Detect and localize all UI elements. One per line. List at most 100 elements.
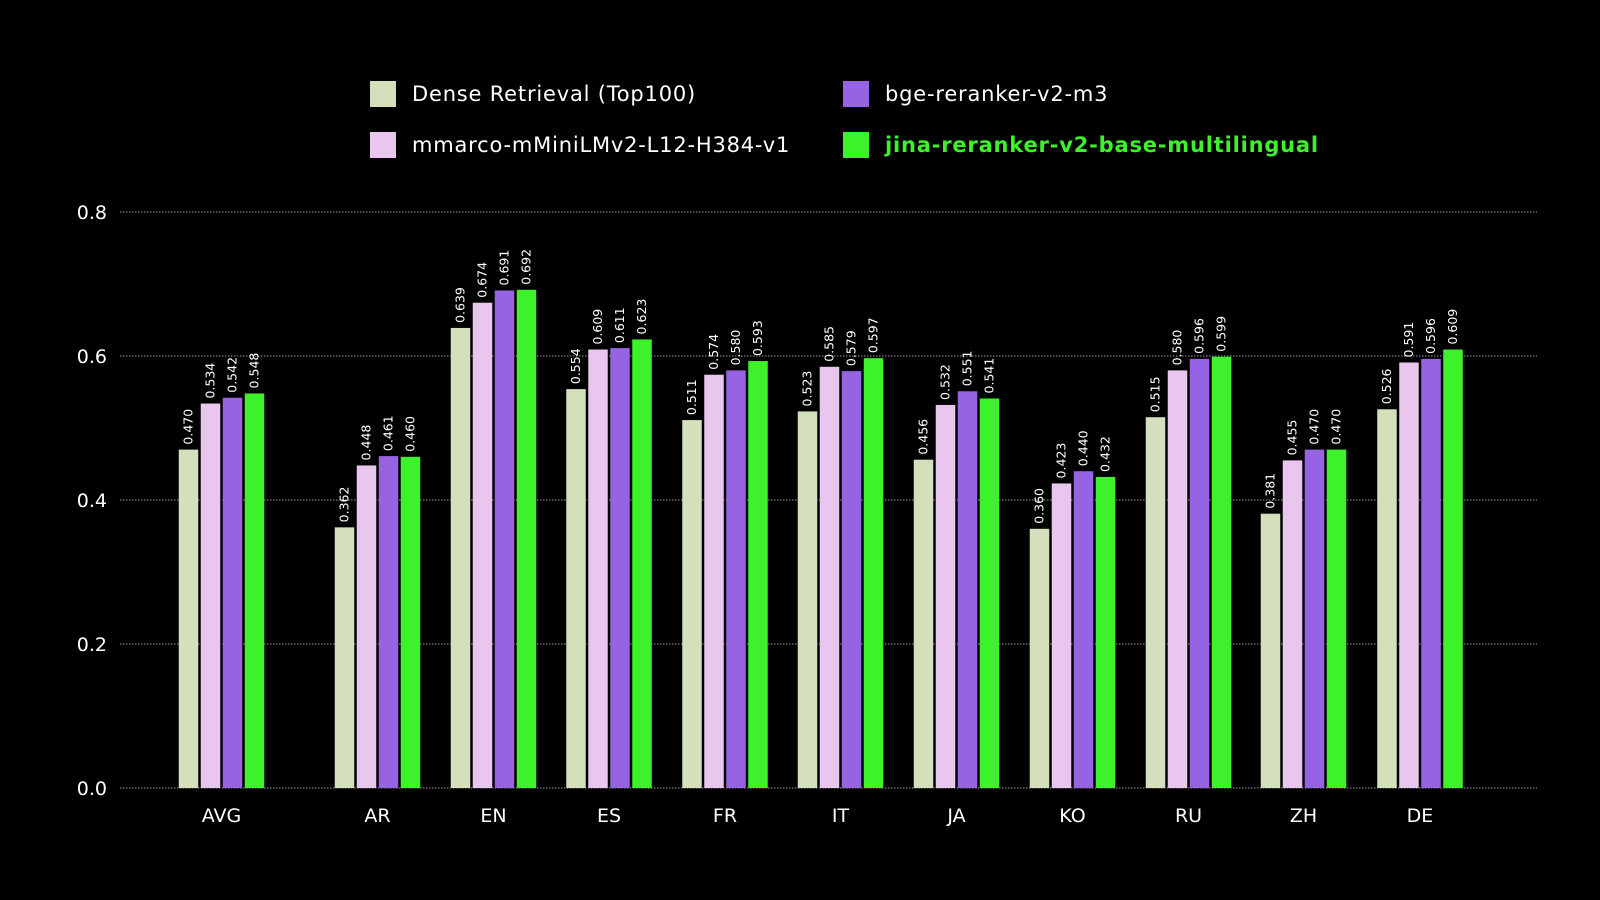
bar-avg-series-2 — [222, 397, 243, 788]
bar-en-series-1 — [472, 302, 493, 788]
data-label: 0.532 — [938, 364, 953, 400]
data-label: 0.448 — [359, 425, 374, 461]
legend-swatch-dense-retrieval — [370, 81, 396, 107]
bar-zh-series-3 — [1326, 449, 1347, 788]
data-label: 0.674 — [475, 262, 490, 298]
data-label: 0.611 — [612, 307, 627, 343]
data-label: 0.455 — [1285, 420, 1300, 456]
bar-ko-series-0 — [1029, 528, 1050, 788]
data-label: 0.691 — [497, 250, 512, 286]
data-label: 0.548 — [247, 353, 262, 389]
x-axis-ticks: AVG AR EN ES FR IT JA KO RU ZH DE — [202, 805, 1434, 827]
data-label: 0.526 — [1379, 368, 1394, 404]
bar-fr-series-3 — [748, 361, 768, 788]
data-label: 0.599 — [1214, 316, 1229, 352]
bar-avg-series-0 — [178, 449, 199, 788]
bar-de-series-3 — [1443, 349, 1463, 788]
data-label: 0.432 — [1098, 436, 1113, 472]
x-tick-label-en: EN — [480, 805, 506, 827]
x-tick-label-avg: AVG — [202, 805, 242, 827]
data-label: 0.593 — [750, 320, 765, 356]
y-tick-label: 0.6 — [77, 346, 107, 368]
data-label: 0.585 — [822, 326, 837, 362]
data-label: 0.511 — [684, 379, 699, 415]
bar-fr-series-1 — [704, 374, 724, 788]
chart-legend: Dense Retrieval (Top100) mmarco-mMiniLMv… — [0, 0, 1600, 180]
bar-zh-series-0 — [1260, 513, 1281, 788]
bar-ru-series-2 — [1189, 358, 1210, 788]
bar-de-series-2 — [1421, 358, 1441, 788]
bar-en-series-2 — [494, 290, 515, 788]
data-label: 0.580 — [728, 330, 743, 366]
bar-ko-series-1 — [1051, 483, 1072, 788]
data-label: 0.470 — [181, 409, 196, 445]
data-label: 0.523 — [800, 371, 815, 407]
bar-de-series-1 — [1399, 362, 1419, 788]
data-label: 0.609 — [590, 309, 605, 345]
bar-ja-series-2 — [957, 391, 978, 788]
data-label: 0.623 — [634, 299, 649, 335]
data-label: 0.551 — [960, 350, 975, 386]
bar-ko-series-2 — [1073, 471, 1094, 788]
x-tick-label-ko: KO — [1059, 805, 1085, 827]
bar-ar-series-2 — [378, 456, 399, 788]
legend-swatch-bge — [843, 81, 869, 107]
data-label: 0.362 — [337, 487, 352, 523]
legend-item-mmarco: mmarco-mMiniLMv2-L12-H384-v1 — [370, 131, 790, 159]
data-label: 0.639 — [453, 287, 468, 323]
bar-es-series-1 — [588, 349, 608, 788]
bars — [178, 289, 1463, 788]
x-tick-label-ar: AR — [364, 805, 390, 827]
bar-ko-series-3 — [1095, 476, 1116, 788]
data-label: 0.440 — [1076, 430, 1091, 466]
legend-label-jina: jina-reranker-v2-base-multilingual — [885, 133, 1319, 157]
legend-item-dense-retrieval: Dense Retrieval (Top100) — [370, 80, 696, 108]
data-label: 0.360 — [1032, 488, 1047, 524]
bar-ru-series-1 — [1167, 370, 1188, 788]
data-label: 0.574 — [706, 334, 721, 370]
data-label: 0.580 — [1170, 330, 1185, 366]
data-label: 0.461 — [381, 415, 396, 451]
data-label: 0.597 — [866, 317, 881, 353]
data-label: 0.591 — [1401, 322, 1416, 358]
bar-it-series-0 — [797, 411, 818, 788]
legend-swatch-jina — [843, 132, 869, 158]
bar-zh-series-2 — [1304, 449, 1325, 788]
data-label: 0.456 — [916, 419, 931, 455]
bar-fr-series-0 — [682, 420, 702, 788]
data-label: 0.381 — [1263, 473, 1278, 509]
bar-it-series-2 — [841, 371, 862, 788]
data-label: 0.423 — [1054, 443, 1069, 479]
bar-es-series-2 — [610, 348, 630, 788]
bar-ru-series-0 — [1145, 417, 1166, 788]
bar-it-series-1 — [819, 366, 840, 788]
bar-ja-series-0 — [913, 459, 934, 788]
bar-it-series-3 — [863, 358, 884, 788]
x-tick-label-ja: JA — [946, 805, 965, 827]
legend-item-jina: jina-reranker-v2-base-multilingual — [843, 131, 1319, 159]
data-label: 0.515 — [1148, 376, 1163, 412]
bar-avg-series-3 — [244, 393, 265, 788]
data-label: 0.534 — [203, 363, 218, 399]
bar-ru-series-3 — [1211, 356, 1232, 788]
bar-ar-series-3 — [400, 456, 421, 788]
bar-en-series-0 — [450, 327, 471, 788]
bar-de-series-0 — [1377, 409, 1397, 788]
data-label: 0.470 — [1307, 409, 1322, 445]
x-tick-label-it: IT — [832, 805, 850, 827]
x-tick-label-de: DE — [1407, 805, 1434, 827]
bar-fr-series-2 — [726, 370, 746, 788]
legend-label-dense-retrieval: Dense Retrieval (Top100) — [412, 82, 697, 106]
x-tick-label-es: ES — [597, 805, 621, 827]
x-tick-label-fr: FR — [713, 805, 737, 827]
y-tick-label: 0.4 — [77, 490, 107, 512]
bar-es-series-0 — [566, 389, 586, 788]
data-label: 0.579 — [844, 330, 859, 366]
y-axis-ticks: 0.0 0.2 0.4 0.6 0.8 — [77, 202, 107, 800]
data-label: 0.542 — [225, 357, 240, 393]
data-label: 0.541 — [982, 358, 997, 394]
bar-ar-series-0 — [334, 527, 355, 788]
legend-label-mmarco: mmarco-mMiniLMv2-L12-H384-v1 — [412, 133, 791, 157]
legend-item-bge: bge-reranker-v2-m3 — [843, 80, 1108, 108]
